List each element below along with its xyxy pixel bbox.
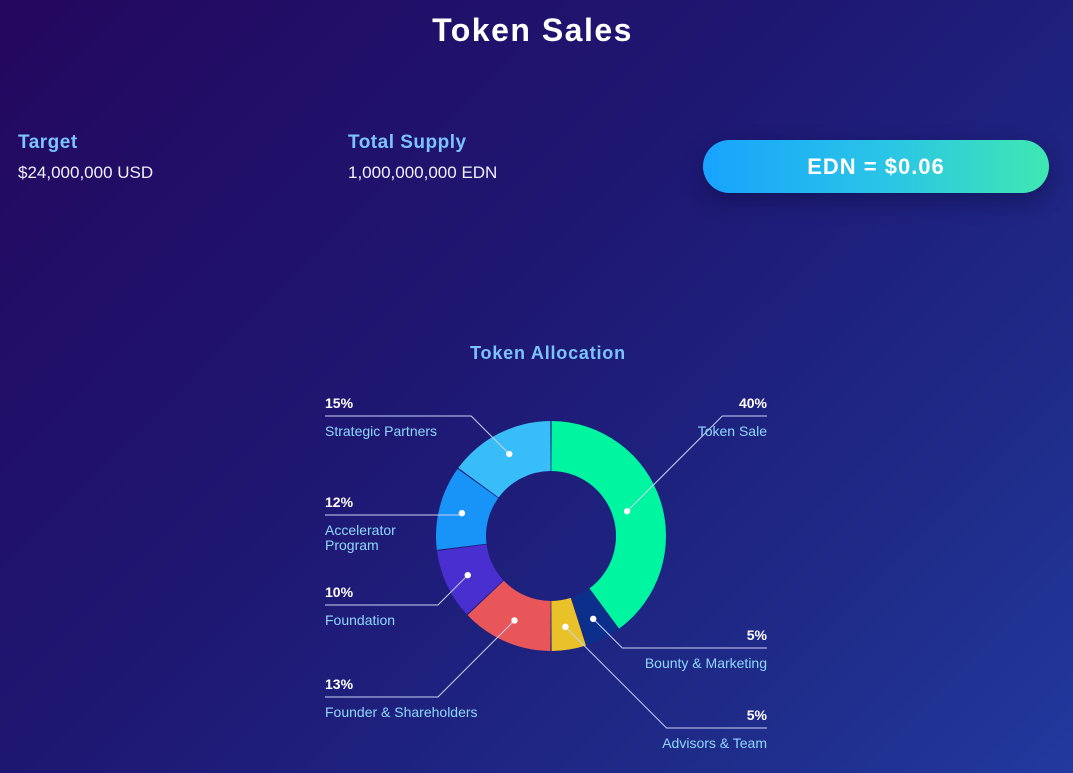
slice-strategic-partners — [458, 421, 551, 498]
slice-label-foundation: Foundation — [325, 612, 395, 628]
leader-dot-token-sale — [623, 508, 631, 515]
leader-dot-foundation — [464, 571, 471, 579]
target-stat: Target $24,000,000 USD — [18, 132, 153, 183]
total-supply-value: 1,000,000,000 EDN — [348, 163, 498, 182]
total-supply-label: Total Supply — [348, 132, 467, 153]
percent-label-founder-and-shareholders: 13% — [325, 676, 354, 692]
slice-label-founder-and-shareholders: Founder & Shareholders — [325, 704, 478, 720]
page-title: Token Sales — [432, 12, 633, 48]
slice-advisors-and-team — [551, 597, 586, 651]
slice-founder-and-shareholders — [467, 580, 551, 651]
leader-line-foundation — [325, 574, 469, 606]
leader-line-founder-and-shareholders — [325, 620, 515, 698]
percent-label-advisors-and-team: 5% — [747, 707, 768, 723]
slice-label-bounty-and-marketing: Bounty & Marketing — [645, 655, 767, 671]
leader-line-bounty-and-marketing — [592, 618, 767, 649]
leader-dot-advisors-and-team — [562, 623, 569, 631]
leader-dot-accelerator-program — [458, 509, 466, 517]
target-value: $24,000,000 USD — [18, 163, 154, 182]
leader-dot-founder-and-shareholders — [511, 617, 518, 624]
slice-label-token-sale: Token Sale — [698, 423, 767, 439]
chart-title: Token Allocation — [470, 343, 626, 363]
token-price-button[interactable]: EDN = $0.06 — [703, 140, 1049, 193]
slice-label-accelerator-program: Accelerator Program — [325, 522, 396, 553]
leader-dot-strategic-partners — [506, 450, 513, 458]
target-label: Target — [18, 132, 78, 153]
leader-dot-bounty-and-marketing — [590, 615, 597, 623]
leader-line-strategic-partners — [325, 415, 510, 455]
percent-label-bounty-and-marketing: 5% — [747, 627, 768, 643]
leader-line-token-sale — [626, 415, 767, 512]
percent-label-token-sale: 40% — [739, 395, 768, 411]
slice-label-advisors-and-team: Advisors & Team — [662, 735, 767, 751]
slice-accelerator-program — [436, 468, 499, 550]
percent-label-strategic-partners: 15% — [325, 395, 354, 411]
total-supply-stat: Total Supply 1,000,000,000 EDN — [348, 132, 497, 183]
leader-line-advisors-and-team — [565, 626, 767, 729]
percent-label-accelerator-program: 12% — [325, 494, 354, 510]
slice-token-sale — [551, 421, 667, 629]
slice-foundation — [436, 544, 504, 615]
percent-label-foundation: 10% — [325, 584, 354, 600]
slice-label-strategic-partners: Strategic Partners — [325, 423, 437, 439]
